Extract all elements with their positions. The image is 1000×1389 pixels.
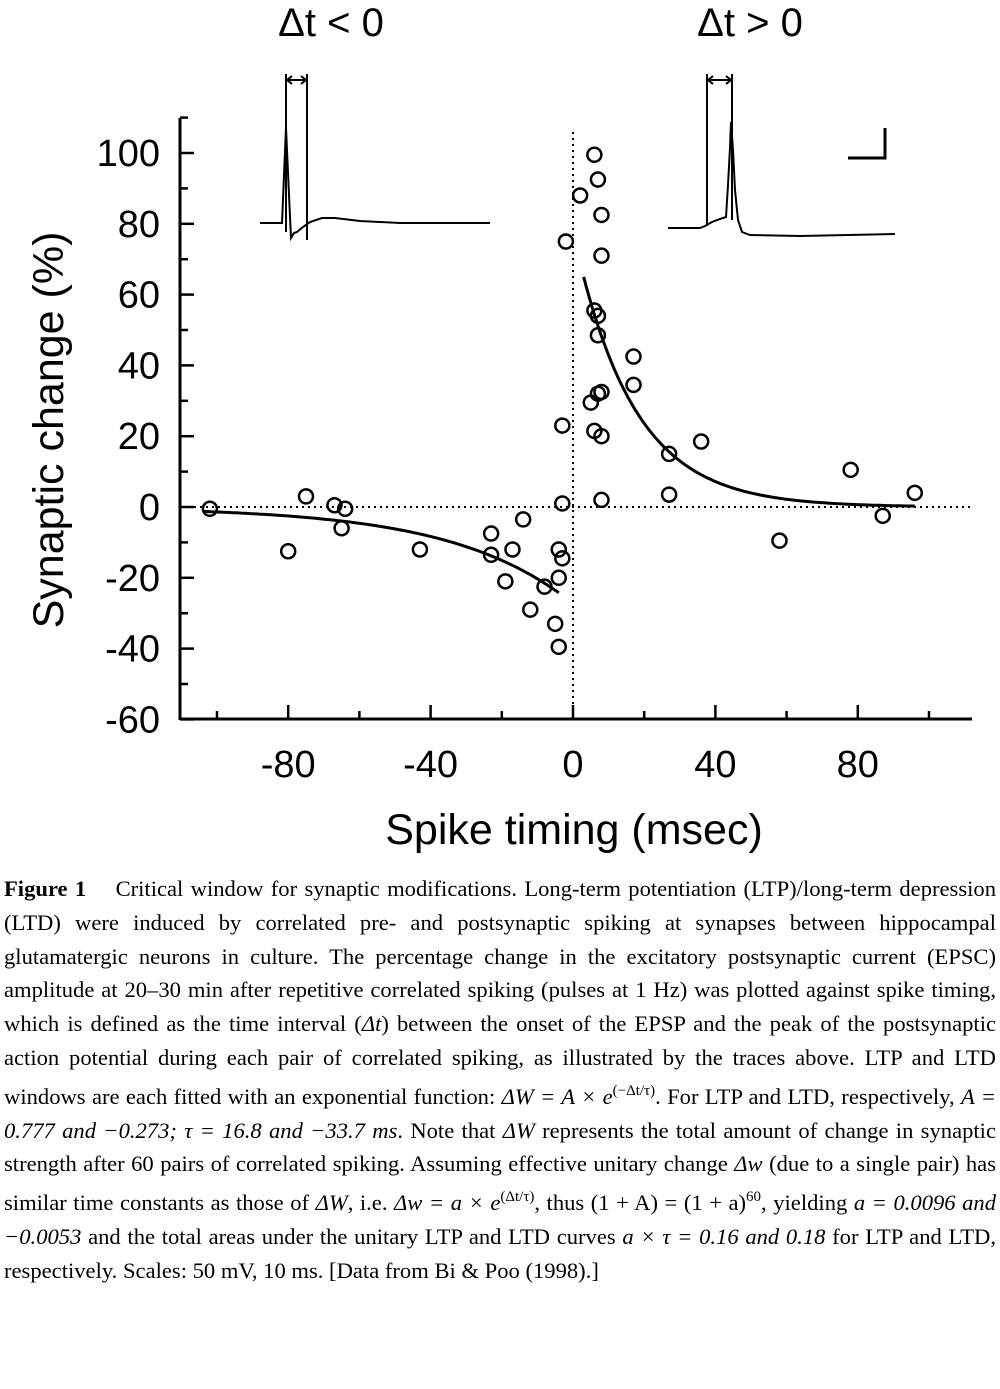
x-tick-label: 40 — [694, 744, 736, 786]
caption-text-9: and the total areas under the unitary LT… — [81, 1223, 623, 1249]
fit-curve-ltp — [582, 276, 915, 508]
data-point — [771, 532, 788, 549]
caption-eq2-lhs: Δw = a × e — [394, 1190, 501, 1216]
caption-intro: Critical window for synaptic modificatio… — [4, 876, 997, 1037]
data-point — [554, 550, 571, 567]
data-point — [660, 445, 678, 463]
x-ticks: -80 -40 0 40 80 — [215, 705, 931, 786]
caption-text-2: . For LTP and LTD, respectively, — [655, 1083, 961, 1109]
stdp-figure: 100 80 60 40 20 0 -20 -40 -60 -80 -40 0 40 80 Spike … — [25, 1, 972, 854]
x-tick-label: -80 — [261, 744, 316, 786]
fit-curves — [202, 276, 915, 595]
caption-dw: Δw — [734, 1151, 763, 1177]
fit-curve-ltd — [202, 509, 560, 595]
data-point — [550, 541, 568, 558]
y-tick-label: 40 — [118, 345, 160, 387]
y-tick-label: 80 — [118, 204, 160, 246]
data-point — [557, 233, 575, 250]
data-point — [326, 496, 343, 514]
data-point — [536, 578, 553, 595]
data-point — [906, 484, 924, 502]
data-point — [625, 348, 642, 365]
data-point — [546, 615, 564, 633]
data-point — [874, 507, 891, 525]
data-point — [522, 601, 539, 618]
y-axis-title: Synaptic change (%) — [25, 232, 73, 629]
data-point — [589, 327, 607, 344]
y-tick-label: 0 — [139, 487, 160, 529]
caption-eq5: a × τ = 0.16 and 0.18 — [622, 1223, 826, 1249]
caption-eq1-exp: (−Δt/τ) — [612, 1082, 656, 1099]
data-point — [497, 573, 514, 590]
caption-text-1: ) between the onset of the EPSP and the … — [4, 1011, 996, 1109]
data-point — [411, 541, 429, 558]
data-point — [201, 500, 219, 518]
data-point — [554, 495, 571, 512]
caption-eq3-exp: 60 — [746, 1189, 762, 1206]
data-points — [201, 146, 924, 656]
data-point — [660, 486, 678, 503]
data-point — [589, 307, 607, 325]
y-tick-label: -20 — [105, 558, 160, 600]
caption-eq3: (1 + A) = (1 + a) — [590, 1190, 747, 1216]
caption-text-3: . Note that — [397, 1117, 503, 1143]
caption-dW2: ΔW — [315, 1190, 348, 1216]
data-point — [482, 525, 500, 542]
data-point — [297, 488, 315, 505]
data-point — [504, 541, 521, 558]
caption-eq4: a = 0.0096 and −0.0053 — [4, 1190, 997, 1249]
data-point — [593, 491, 610, 509]
y-tick-label: 100 — [97, 133, 160, 175]
trace-label-negative: Δt < 0 — [278, 1, 384, 45]
data-point — [593, 383, 610, 401]
figure-label: Figure 1 — [4, 876, 87, 901]
data-point — [550, 638, 568, 656]
data-point — [842, 461, 859, 479]
y-ticks: 100 80 60 40 20 0 -20 -40 -60 — [97, 116, 194, 741]
data-point — [589, 171, 607, 188]
caption-eq1-lhs: ΔW = A × e — [501, 1083, 613, 1109]
caption-text-8: , yielding — [761, 1190, 854, 1216]
data-point — [554, 417, 571, 434]
trace-negative — [260, 74, 490, 242]
data-point — [571, 187, 589, 204]
caption-text-6: , i.e. — [347, 1190, 395, 1216]
data-point — [336, 500, 354, 518]
data-point — [593, 427, 610, 445]
x-tick-label: 80 — [837, 744, 879, 786]
data-point — [586, 146, 603, 164]
x-tick-label: 0 — [562, 744, 583, 786]
caption-dW: ΔW — [502, 1117, 535, 1143]
caption-params: A = 0.777 and −0.273; τ = 16.8 and −33.7… — [4, 1083, 996, 1143]
caption-text-5: (due to a single pair) has similar time … — [4, 1151, 996, 1216]
data-point — [593, 247, 610, 264]
y-tick-label: -60 — [105, 699, 160, 741]
caption-eq2-exp: (Δt/τ) — [500, 1189, 535, 1206]
data-point — [333, 519, 350, 537]
caption-text-7: , thus — [534, 1190, 591, 1216]
y-tick-label: -40 — [105, 629, 160, 671]
data-point — [514, 511, 532, 528]
scale-bar — [848, 128, 887, 160]
y-tick-label: 60 — [118, 275, 160, 317]
trace-positive — [668, 74, 896, 238]
x-axis-title: Spike timing (msec) — [385, 806, 763, 854]
y-tick-label: 20 — [118, 416, 160, 458]
caption-ending: for LTP and LTD, respectively. Scales: 5… — [4, 1223, 996, 1283]
data-point — [279, 543, 297, 560]
figure-caption: Figure 1 Critical window for synaptic mo… — [4, 872, 996, 1288]
x-tick-label: -40 — [403, 744, 458, 786]
trace-label-positive: Δt > 0 — [697, 1, 803, 45]
data-point — [550, 569, 568, 587]
caption-text-4: represents the total amount of change in… — [4, 1117, 996, 1177]
data-point — [482, 546, 500, 564]
data-point — [593, 206, 610, 224]
data-point — [692, 433, 710, 450]
data-point — [625, 376, 642, 394]
caption-interval-symbol: Δt — [361, 1011, 382, 1037]
